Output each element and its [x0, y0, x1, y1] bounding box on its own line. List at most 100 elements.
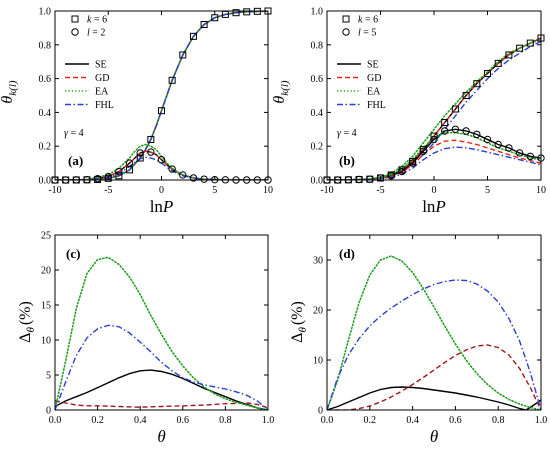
y-tick-label: 0.4	[311, 108, 324, 119]
y-axis-label-text: θk(l)	[271, 80, 291, 103]
data-point-circle	[179, 171, 187, 179]
x-tick-label: 5	[485, 185, 490, 196]
y-tick-label: 1.0	[311, 7, 324, 18]
x-axis-label: θ	[157, 427, 165, 446]
data-point-circle	[473, 130, 481, 139]
legend-label-se: SE	[95, 60, 107, 71]
data-point-square	[484, 70, 491, 78]
legend-marker-label: l = 5	[358, 28, 376, 39]
gamma-annotation: γ = 4	[64, 128, 84, 139]
y-tick-label: 0.2	[39, 142, 52, 153]
y-tick-label: 30	[313, 256, 323, 267]
data-point-circle	[136, 149, 144, 157]
panel-label: (b)	[339, 153, 355, 168]
series-line-se	[55, 369, 268, 410]
panel-label: (c)	[66, 246, 80, 261]
legend-square-marker	[71, 15, 79, 23]
y-tick-label: 10	[41, 336, 51, 347]
series-line-gd	[55, 400, 268, 409]
x-tick-label: 0.8	[219, 415, 232, 426]
data-point-circle	[441, 127, 449, 135]
y-axis-label: Δθ(%)	[17, 301, 37, 343]
data-point-circle	[376, 174, 385, 182]
x-tick-label: 0	[159, 185, 164, 196]
panel-label: (a)	[68, 153, 83, 168]
y-tick-label: 0.6	[311, 74, 324, 85]
data-point-circle	[366, 175, 374, 183]
y-tick-label: 10	[313, 356, 323, 367]
data-point-square	[115, 172, 123, 180]
data-point-square	[243, 8, 251, 16]
x-tick-label: -5	[376, 185, 384, 196]
legend-marker-label: k = 6	[87, 15, 107, 26]
x-axis-label: lnP	[150, 197, 174, 216]
y-tick-label: 25	[41, 231, 51, 242]
y-tick-label: 0	[46, 406, 51, 417]
y-axis-label: θk(l)	[271, 80, 291, 103]
x-tick-label: 0.2	[91, 415, 104, 426]
data-point-square	[189, 32, 197, 40]
series-line-fhl	[55, 324, 268, 410]
y-axis-label: θk(l)	[0, 80, 19, 103]
data-point-circle	[200, 175, 208, 183]
data-point-square	[200, 21, 208, 29]
series-line-gd-k	[327, 37, 541, 180]
data-point-circle	[355, 175, 363, 184]
data-point-square	[147, 135, 155, 143]
legend-marker-label: l = 2	[87, 28, 105, 39]
y-tick-label: 20	[313, 306, 323, 317]
gamma-annotation: γ = 4	[337, 128, 357, 139]
y-tick-label: 0.4	[39, 108, 52, 119]
x-tick-label: 0.0	[49, 415, 62, 426]
series-line-gd-l	[327, 139, 541, 180]
data-point-square	[516, 44, 524, 52]
series-line-ea	[55, 256, 268, 410]
x-tick-label: 0.4	[406, 415, 419, 426]
data-point-square	[232, 9, 240, 17]
y-tick-label: 1.0	[39, 7, 52, 18]
data-point-circle	[419, 147, 427, 155]
data-point-circle	[515, 149, 524, 157]
data-point-circle	[526, 152, 534, 161]
series-line-se-k	[327, 37, 541, 180]
y-tick-label: 20	[41, 266, 51, 277]
data-point-circle	[505, 144, 513, 152]
y-tick-label: 0.8	[311, 40, 324, 51]
legend-marker-label: k = 6	[358, 15, 378, 26]
data-point-circle	[93, 174, 102, 183]
series-line-ea-l	[55, 143, 268, 180]
y-tick-label: 15	[41, 301, 51, 312]
x-tick-label: 0	[432, 185, 437, 196]
series-line-ea-k	[55, 11, 268, 180]
data-point-square	[158, 107, 165, 115]
data-point-circle	[157, 156, 166, 164]
legend-label-se: SE	[367, 60, 379, 71]
x-tick-label: 10	[263, 185, 273, 196]
plot-frame	[326, 234, 542, 411]
x-axis-label: lnP	[422, 197, 446, 216]
legend-square-marker	[342, 15, 350, 23]
panel-d: 0.0 0.2 0.4 0.6 0.8 1.0 0 10 20 30 (d) θ Δθ(%)	[289, 234, 547, 446]
series-line-fhl	[327, 279, 541, 410]
y-tick-label: 0.8	[39, 40, 52, 51]
x-tick-label: -10	[48, 185, 61, 196]
series-line-fhl-l	[327, 146, 541, 180]
panel-c: 0.0 0.2 0.4 0.6 0.8 1.0 0 5 10 15 20 25 (c) θ Δθ(%)	[17, 231, 274, 447]
data-point-square	[441, 119, 449, 127]
data-point-circle	[430, 135, 438, 144]
legend-label-fhl: FHL	[367, 100, 386, 111]
y-tick-label: 0.6	[39, 74, 52, 85]
data-point-square	[136, 154, 144, 162]
data-point-square	[462, 92, 470, 99]
data-point-square	[494, 59, 502, 67]
data-point-circle	[408, 159, 417, 167]
data-point-circle	[387, 172, 395, 180]
y-axis-label-text: θk(l)	[0, 80, 19, 103]
data-point-square	[179, 51, 187, 59]
data-point-circle	[398, 167, 406, 176]
x-tick-label: -5	[104, 185, 112, 196]
x-tick-label: 10	[536, 185, 546, 196]
y-axis-label-text: Δθ(%)	[17, 301, 37, 343]
series-line-ea	[327, 255, 541, 410]
